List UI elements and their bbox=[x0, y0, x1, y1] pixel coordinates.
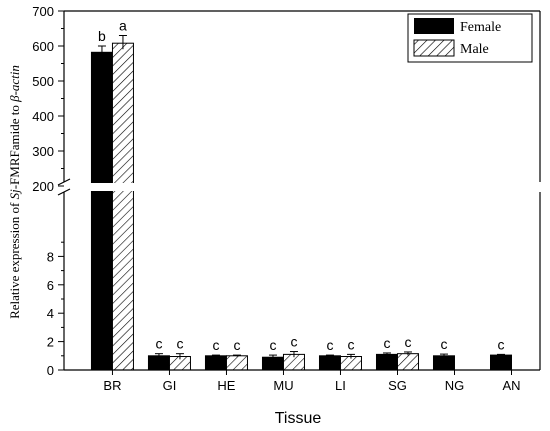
bar-male-sg bbox=[396, 353, 419, 371]
legend-label-female: Female bbox=[460, 20, 501, 35]
error-bar-female-mu bbox=[268, 354, 277, 360]
sig-label-female-mu: c bbox=[269, 337, 276, 353]
x-tick-label-gi: GI bbox=[163, 378, 177, 393]
x-tick-label-an: AN bbox=[502, 378, 520, 393]
sig-label-male-sg: c bbox=[404, 334, 411, 350]
y-tick-label-4: 4 bbox=[47, 306, 54, 321]
significance-labels-layer: bac c c c c c c c c c c c bbox=[98, 18, 504, 354]
error-bar-male-he bbox=[232, 354, 241, 357]
error-bar-female-sg bbox=[382, 352, 391, 356]
y-axis-title-gene-rest: -FMRFamide to bbox=[7, 102, 22, 189]
y-tick-label-700: 700 bbox=[32, 4, 54, 19]
x-tick-label-mu: MU bbox=[273, 378, 293, 393]
bar-female-ng bbox=[432, 355, 455, 371]
bar-female-li bbox=[318, 355, 341, 371]
y-axis-break-mark-bottom bbox=[57, 188, 71, 196]
y-tick-label-6: 6 bbox=[47, 278, 54, 293]
legend: Female Male bbox=[407, 13, 533, 63]
y-tick-label-600: 600 bbox=[32, 39, 54, 54]
x-tick-label-sg: SG bbox=[388, 378, 407, 393]
axes-layer bbox=[57, 10, 541, 371]
sig-label-male-gi: c bbox=[176, 336, 183, 352]
error-bar-female-he bbox=[211, 354, 220, 357]
y-tick-label-200: 200 bbox=[32, 179, 54, 194]
error-bar-male-sg bbox=[403, 351, 412, 356]
error-bar-female-gi bbox=[154, 353, 163, 358]
x-tick-label-br: BR bbox=[103, 378, 121, 393]
legend-swatch-male bbox=[413, 39, 455, 57]
y-axis-title-ref: β-actin bbox=[7, 65, 22, 103]
y-tick-label-2: 2 bbox=[47, 335, 54, 350]
bar-break-gap bbox=[111, 183, 135, 191]
error-bar-female-li bbox=[325, 354, 334, 357]
y-axis-break-mark-top bbox=[57, 178, 71, 186]
y-tick-label-300: 300 bbox=[32, 144, 54, 159]
bar-female-an bbox=[489, 354, 512, 371]
bar-female-br bbox=[90, 51, 113, 371]
y-tick-label-0: 0 bbox=[47, 363, 54, 378]
y-axis-title-gene-italic: Sj bbox=[7, 189, 22, 200]
sig-label-male-br: a bbox=[119, 18, 127, 34]
sig-label-female-li: c bbox=[326, 337, 333, 353]
y-tick-label-400: 400 bbox=[32, 109, 54, 124]
x-axis-title: Tissue bbox=[275, 410, 322, 427]
bar-break-gap bbox=[90, 183, 114, 191]
sig-label-female-sg: c bbox=[383, 335, 390, 351]
sig-label-male-mu: c bbox=[290, 334, 297, 350]
error-bar-male-mu bbox=[289, 351, 298, 358]
y-tick-label-500: 500 bbox=[32, 74, 54, 89]
bar-male-br bbox=[111, 42, 134, 371]
x-tick-label-he: HE bbox=[217, 378, 235, 393]
x-tick-label-ng: NG bbox=[445, 378, 465, 393]
ticks-layer: BR GI HE MU LI SG NG AN 0 2 4 6 8 200 300 400 500 600 700 bbox=[32, 4, 520, 393]
legend-label-male: Male bbox=[460, 42, 489, 57]
sig-label-female-ng: c bbox=[440, 336, 447, 352]
error-bar-male-li bbox=[346, 353, 355, 359]
error-bar-male-br bbox=[118, 35, 127, 50]
x-tick-label-li: LI bbox=[335, 378, 346, 393]
sig-label-female-br: b bbox=[98, 28, 106, 44]
y-axis-title: Relative expression of Sj-FMRFamide to β… bbox=[7, 65, 22, 319]
sig-label-female-he: c bbox=[212, 337, 219, 353]
error-bars-layer bbox=[97, 35, 505, 360]
error-bar-female-an bbox=[496, 353, 505, 356]
bar-female-he bbox=[204, 355, 227, 371]
error-bar-female-ng bbox=[439, 353, 448, 358]
sig-label-male-he: c bbox=[233, 337, 240, 353]
y-tick-label-8: 8 bbox=[47, 249, 54, 264]
bar-male-he bbox=[225, 355, 248, 371]
sig-label-female-an: c bbox=[497, 336, 504, 352]
error-bar-female-br bbox=[97, 45, 106, 59]
error-bar-male-gi bbox=[175, 353, 184, 360]
bar-female-sg bbox=[375, 353, 398, 371]
legend-swatch-female bbox=[414, 18, 454, 34]
sig-label-male-li: c bbox=[347, 336, 354, 352]
y-axis-title-prefix: Relative expression of bbox=[7, 199, 22, 319]
sig-label-female-gi: c bbox=[155, 336, 162, 352]
bars-layer bbox=[90, 42, 512, 371]
